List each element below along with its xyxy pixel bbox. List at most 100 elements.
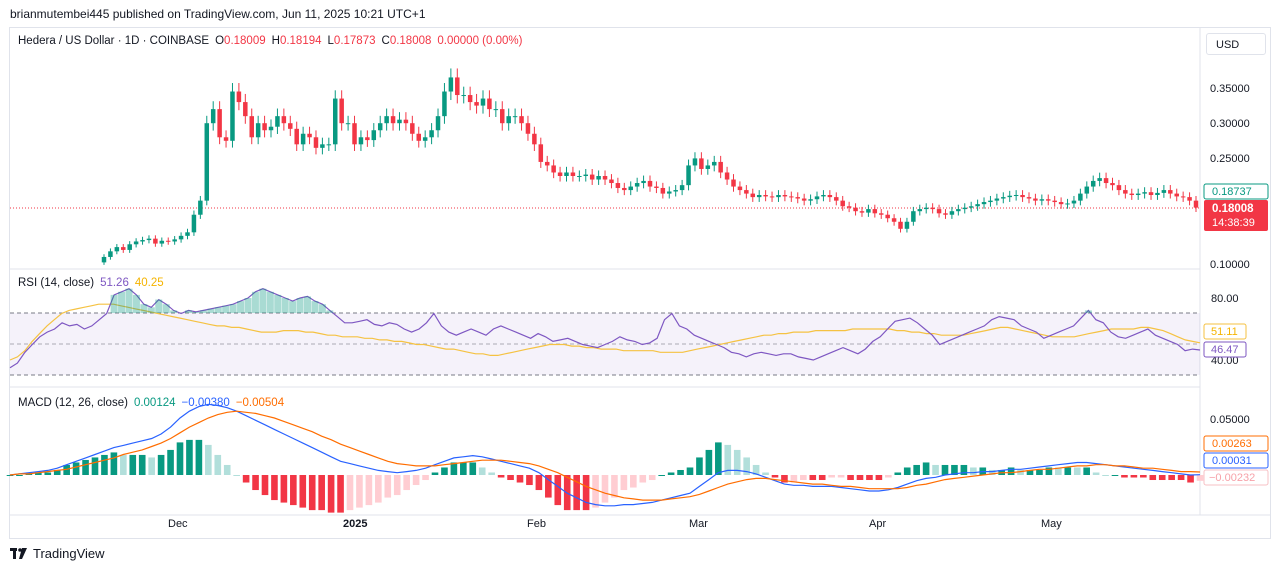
rsi-legend[interactable]: RSI (14, close) 51.26 40.25 [18, 277, 164, 289]
candle-body [217, 109, 222, 138]
macd-histogram-bar [837, 475, 845, 478]
candle-body [1058, 202, 1064, 205]
rsi-badge-text: 46.47 [1211, 344, 1239, 356]
candle-body [146, 238, 152, 241]
candle-body [210, 109, 216, 124]
macd-histogram-bar [903, 467, 911, 475]
price-tick-2: 0.25000 [1210, 153, 1250, 165]
candle-body [840, 200, 845, 207]
time-label-feb: Feb [527, 518, 546, 530]
candle-body [326, 144, 332, 146]
candle-body [345, 123, 351, 125]
macd-histogram-bar [1017, 469, 1024, 475]
candle-body [358, 137, 364, 145]
macd-histogram-bar [535, 475, 543, 491]
rsi-legend-value: 51.26 [100, 277, 129, 289]
candle-body [1007, 195, 1012, 198]
candle-body [750, 193, 756, 198]
last-price-badge-text: 0.18008 [1212, 203, 1254, 215]
macd-histogram-bar [1092, 472, 1100, 475]
macd-histogram-bar [318, 475, 325, 511]
macd-histogram-bar [1111, 475, 1119, 476]
candle-body [917, 209, 923, 212]
candle-body [532, 133, 537, 145]
candle-body [570, 172, 576, 176]
candle-body [191, 214, 197, 233]
candle-body [236, 91, 242, 103]
macd-hist-badge-text: −0.00232 [1209, 472, 1255, 484]
candle-body [1161, 190, 1167, 193]
macd-layer [6, 403, 1204, 513]
macd-histogram-bar [280, 475, 288, 503]
countdown-text: 14:38:39 [1212, 217, 1255, 229]
main-legend[interactable]: Hedera / US Dollar · 1D · COINBASE O0.18… [18, 35, 522, 47]
candle-body [397, 119, 402, 124]
candle-body [294, 128, 299, 145]
candle-body [352, 123, 357, 145]
candle-body [1001, 197, 1006, 199]
candle-body [866, 209, 871, 213]
candle-body [288, 123, 293, 129]
candle-body [133, 241, 139, 245]
candle-body [943, 213, 948, 215]
candle-body [365, 137, 370, 141]
macd-histogram-bar [733, 449, 741, 475]
candle-body [859, 211, 865, 213]
candle-body [789, 196, 794, 198]
macd-histogram-bar [573, 475, 580, 511]
candle-body [339, 98, 344, 124]
macd-histogram-bar [781, 475, 788, 483]
candle-body [936, 209, 942, 214]
macd-legend-name[interactable]: MACD (12, 26, close) [18, 397, 128, 409]
candle-body [988, 200, 993, 203]
candle-body [1013, 195, 1019, 197]
macd-histogram-bar [110, 452, 118, 475]
currency-button[interactable]: USD [1206, 33, 1266, 55]
time-label-mar: Mar [689, 518, 708, 530]
candle-body [724, 172, 730, 180]
candle-body [551, 165, 556, 173]
macd-histogram-bar [412, 475, 420, 486]
macd-histogram-bar [393, 475, 401, 496]
macd-histogram-bar [639, 475, 647, 483]
tradingview-icon [10, 547, 27, 559]
candle-body [384, 116, 389, 124]
candle-body [634, 183, 640, 187]
macd-histogram-bar [988, 469, 996, 475]
macd-legend[interactable]: MACD (12, 26, close) 0.00124 −0.00380 −0… [18, 397, 284, 409]
macd-histogram-bar [441, 467, 448, 475]
candle-body [1026, 197, 1032, 199]
candle-body [1039, 199, 1045, 201]
candle-body [230, 91, 235, 141]
candle-body [108, 251, 113, 257]
symbol-title[interactable]: Hedera / US Dollar · 1D · COINBASE [18, 35, 210, 47]
tradingview-logo[interactable]: TradingView [10, 546, 105, 561]
rsi-legend-name[interactable]: RSI (14, close) [18, 277, 95, 289]
candle-body [679, 185, 685, 191]
candle-body [1148, 192, 1154, 196]
macd-histogram-bar [1073, 467, 1081, 475]
macd-histogram-bar [431, 472, 439, 475]
candle-body [403, 119, 409, 124]
candle-body [911, 211, 916, 222]
macd-histogram-bar [1130, 475, 1138, 478]
macd-histogram-bar [686, 467, 694, 475]
candle-body [872, 209, 878, 214]
candle-body [185, 232, 190, 236]
candle-body [705, 165, 711, 169]
candle-body [718, 161, 723, 173]
candle-body [172, 239, 177, 242]
macd-histogram-bar [63, 464, 70, 475]
candle-body [711, 161, 717, 166]
candle-body [699, 158, 704, 169]
candle-body [821, 195, 826, 197]
close-value: 0.18008 [389, 35, 432, 47]
macd-histogram-bar [82, 459, 89, 475]
change-value: 0.00000 (0.00%) [437, 35, 523, 47]
macd-histogram-bar [1196, 475, 1204, 481]
macd-histogram-bar [1168, 475, 1175, 481]
macd-histogram-bar [970, 467, 977, 475]
rsi-layer [9, 288, 1201, 369]
candle-body [1187, 197, 1192, 201]
